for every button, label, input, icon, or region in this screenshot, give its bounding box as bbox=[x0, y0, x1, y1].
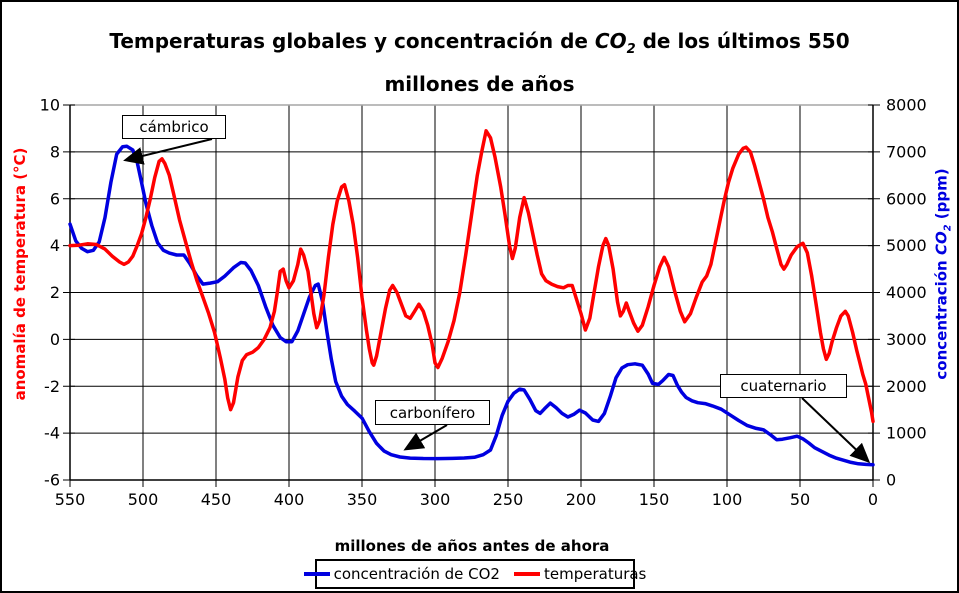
annotation-arrow bbox=[123, 138, 213, 165]
y-left-tick-label: -4 bbox=[44, 424, 60, 443]
y-right-tick-label: 5000 bbox=[886, 236, 927, 255]
x-tick-label: 100 bbox=[712, 490, 743, 509]
annotation-cambrico: cámbrico bbox=[122, 115, 226, 139]
legend-item-temperaturas: temperaturas bbox=[513, 565, 647, 583]
y-right-tick-label: 3000 bbox=[886, 330, 927, 349]
annotation-carbonifero: carbonífero bbox=[375, 400, 490, 425]
x-tick-label: 400 bbox=[274, 490, 305, 509]
title-co2-symbol: CO bbox=[594, 29, 627, 53]
y-right-tick-label: 1000 bbox=[886, 424, 927, 443]
annotation-cuaternario: cuaternario bbox=[720, 374, 847, 398]
y-right-tick-label: 0 bbox=[886, 471, 896, 490]
y-left-axis-title: anomalía de temperatura (°C) bbox=[11, 147, 29, 401]
x-tick-label: 550 bbox=[55, 490, 86, 509]
x-axis-title: millones de años antes de ahora bbox=[334, 537, 610, 555]
y-right-title-text-1: concentración bbox=[932, 255, 951, 380]
title-text-1: Temperaturas globales y concentración de bbox=[109, 29, 595, 53]
series-line-temperaturas bbox=[68, 129, 875, 424]
x-tick-label: 50 bbox=[790, 490, 810, 509]
y-right-title-co2-symbol: CO bbox=[932, 231, 951, 256]
legend-label-co2: concentración de CO2 bbox=[333, 565, 500, 583]
legend: concentración de CO2 temperaturas bbox=[303, 559, 646, 589]
co2-line-swatch-icon bbox=[303, 572, 330, 576]
annotation-arrow bbox=[403, 424, 448, 451]
x-tick-label: 0 bbox=[868, 490, 878, 509]
x-tick-label: 300 bbox=[420, 490, 451, 509]
y-left-tick-label: 0 bbox=[50, 330, 60, 349]
legend-label-temperaturas: temperaturas bbox=[543, 565, 647, 583]
annotation-arrow bbox=[801, 397, 871, 464]
y-right-tick-label: 7000 bbox=[886, 142, 927, 161]
y-left-tick-label: -2 bbox=[44, 377, 60, 396]
y-right-tick-label: 6000 bbox=[886, 189, 927, 208]
series-line-co2 bbox=[68, 144, 875, 467]
x-tick-label: 500 bbox=[128, 490, 159, 509]
y-right-tick-label: 4000 bbox=[886, 283, 927, 302]
chart-title: Temperaturas globales y concentración de… bbox=[2, 24, 957, 101]
y-right-tick-label: 2000 bbox=[886, 377, 927, 396]
y-left-tick-label: -6 bbox=[44, 471, 60, 490]
y-left-tick-label: 8 bbox=[50, 142, 60, 161]
title-co2-subscript: 2 bbox=[626, 42, 636, 57]
y-left-tick-label: 6 bbox=[50, 189, 60, 208]
x-tick-label: 350 bbox=[347, 490, 378, 509]
x-tick-label: 250 bbox=[493, 490, 524, 509]
y-left-tick-label: 4 bbox=[50, 236, 60, 255]
title-text-2: de los últimos 550 bbox=[635, 29, 850, 53]
y-left-tick-label: 2 bbox=[50, 283, 60, 302]
y-left-tick-label: 10 bbox=[40, 96, 60, 115]
chart-title-line1: Temperaturas globales y concentración de… bbox=[2, 24, 957, 67]
chart-title-line2: millones de años bbox=[384, 72, 575, 96]
y-right-title-co2-subscript: 2 bbox=[942, 224, 954, 232]
y-right-axis-title: concentración CO2 (ppm) bbox=[933, 168, 954, 379]
legend-item-co2: concentración de CO2 bbox=[303, 565, 500, 583]
temperature-line-swatch-icon bbox=[513, 572, 540, 576]
y-right-title-text-2: (ppm) bbox=[932, 168, 951, 225]
x-tick-label: 200 bbox=[566, 490, 597, 509]
x-tick-label: 150 bbox=[639, 490, 670, 509]
y-right-tick-label: 8000 bbox=[886, 96, 927, 115]
x-tick-label: 450 bbox=[201, 490, 232, 509]
